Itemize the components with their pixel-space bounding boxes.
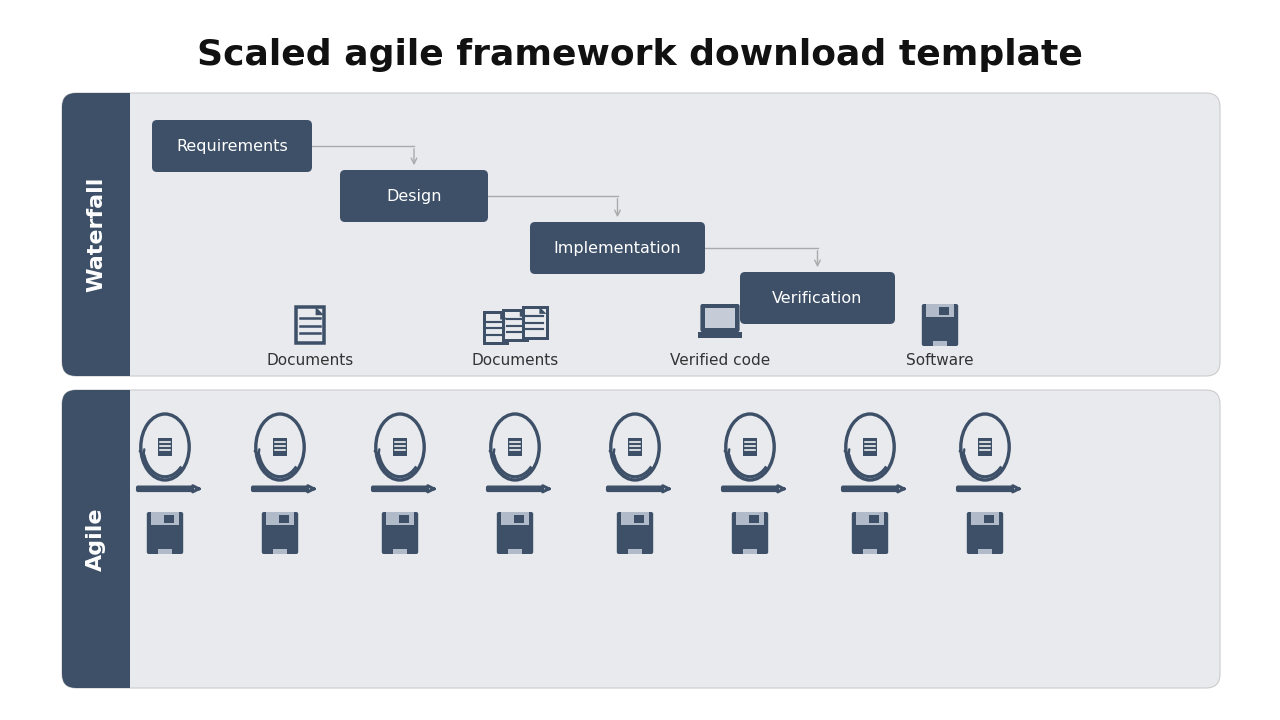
FancyBboxPatch shape [157, 438, 172, 456]
FancyBboxPatch shape [251, 485, 308, 492]
FancyBboxPatch shape [273, 549, 287, 554]
FancyBboxPatch shape [742, 549, 758, 554]
FancyBboxPatch shape [61, 390, 131, 688]
Text: Waterfall: Waterfall [86, 177, 106, 292]
Text: Software: Software [906, 353, 974, 367]
FancyBboxPatch shape [922, 304, 959, 346]
FancyBboxPatch shape [515, 516, 524, 523]
FancyBboxPatch shape [863, 438, 877, 456]
FancyBboxPatch shape [266, 512, 293, 526]
FancyBboxPatch shape [704, 308, 736, 328]
FancyBboxPatch shape [296, 307, 324, 343]
FancyBboxPatch shape [966, 512, 1004, 554]
FancyBboxPatch shape [863, 549, 877, 554]
FancyBboxPatch shape [940, 307, 948, 315]
FancyBboxPatch shape [927, 304, 954, 318]
FancyBboxPatch shape [508, 438, 522, 456]
Text: Implementation: Implementation [554, 240, 681, 256]
FancyBboxPatch shape [530, 222, 705, 274]
Text: Requirements: Requirements [177, 138, 288, 153]
FancyBboxPatch shape [381, 512, 419, 554]
FancyBboxPatch shape [628, 438, 643, 456]
FancyBboxPatch shape [869, 516, 879, 523]
FancyBboxPatch shape [387, 512, 413, 526]
FancyBboxPatch shape [742, 438, 758, 456]
Text: Scaled agile framework download template: Scaled agile framework download template [197, 38, 1083, 72]
FancyBboxPatch shape [371, 485, 429, 492]
FancyBboxPatch shape [972, 512, 998, 526]
FancyBboxPatch shape [61, 390, 1220, 688]
FancyBboxPatch shape [393, 438, 407, 456]
Text: Verification: Verification [772, 290, 863, 305]
FancyBboxPatch shape [273, 438, 287, 456]
Bar [76, 93, 131, 376]
FancyBboxPatch shape [699, 332, 741, 338]
FancyBboxPatch shape [152, 120, 312, 172]
FancyBboxPatch shape [262, 512, 298, 554]
FancyBboxPatch shape [136, 485, 195, 492]
Bar [76, 390, 131, 688]
FancyBboxPatch shape [700, 304, 740, 332]
FancyBboxPatch shape [393, 549, 407, 554]
FancyBboxPatch shape [851, 512, 888, 554]
FancyBboxPatch shape [605, 485, 664, 492]
FancyBboxPatch shape [856, 512, 883, 526]
FancyBboxPatch shape [933, 341, 947, 346]
Text: Design: Design [387, 189, 442, 204]
FancyBboxPatch shape [157, 549, 173, 554]
Text: Documents: Documents [471, 353, 558, 367]
FancyBboxPatch shape [61, 93, 1220, 376]
Polygon shape [316, 307, 324, 315]
FancyBboxPatch shape [978, 549, 992, 554]
FancyBboxPatch shape [486, 485, 544, 492]
FancyBboxPatch shape [732, 512, 768, 554]
FancyBboxPatch shape [984, 516, 995, 523]
FancyBboxPatch shape [61, 93, 131, 376]
FancyBboxPatch shape [617, 512, 653, 554]
FancyBboxPatch shape [399, 516, 410, 523]
FancyBboxPatch shape [508, 549, 522, 554]
FancyBboxPatch shape [736, 512, 764, 526]
Text: Verified code: Verified code [669, 353, 771, 367]
FancyBboxPatch shape [522, 307, 547, 338]
Polygon shape [500, 312, 507, 320]
FancyBboxPatch shape [279, 516, 289, 523]
FancyBboxPatch shape [627, 549, 643, 554]
Polygon shape [520, 310, 527, 317]
FancyBboxPatch shape [503, 310, 527, 341]
FancyBboxPatch shape [721, 485, 780, 492]
Text: Documents: Documents [266, 353, 353, 367]
FancyBboxPatch shape [621, 512, 649, 526]
Text: Agile: Agile [86, 508, 106, 571]
FancyBboxPatch shape [497, 512, 534, 554]
FancyBboxPatch shape [147, 512, 183, 554]
FancyBboxPatch shape [151, 512, 179, 526]
FancyBboxPatch shape [164, 516, 174, 523]
Polygon shape [539, 307, 547, 314]
FancyBboxPatch shape [841, 485, 899, 492]
FancyBboxPatch shape [502, 512, 529, 526]
FancyBboxPatch shape [978, 438, 992, 456]
FancyBboxPatch shape [635, 516, 644, 523]
FancyBboxPatch shape [484, 312, 507, 343]
FancyBboxPatch shape [749, 516, 759, 523]
FancyBboxPatch shape [340, 170, 488, 222]
FancyBboxPatch shape [740, 272, 895, 324]
FancyBboxPatch shape [956, 485, 1014, 492]
